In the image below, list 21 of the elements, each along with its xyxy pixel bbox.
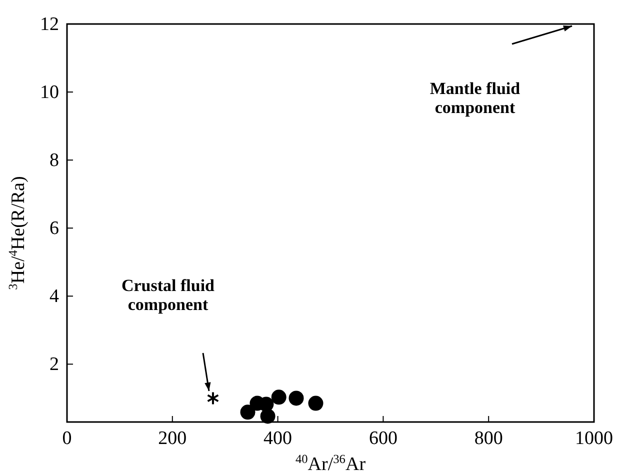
y-tick-label: 10 <box>40 82 59 104</box>
x-tick-label: 0 <box>62 428 72 449</box>
y-tick-label: 4 <box>50 286 60 308</box>
y-tick-label: 8 <box>50 150 59 172</box>
point <box>206 391 220 406</box>
x-tick-label: 400 <box>264 428 292 449</box>
point <box>260 408 276 424</box>
point <box>288 390 304 406</box>
point <box>271 390 286 405</box>
y-tick-label: 12 <box>40 14 59 35</box>
x-tick-label: 800 <box>474 428 503 449</box>
y-tick-label: 6 <box>50 218 59 240</box>
x-tick-label: 200 <box>158 428 187 449</box>
annotation: Mantle fluid component <box>430 79 521 117</box>
y-tick-label: 2 <box>50 354 59 376</box>
x-tick-label: 1000 <box>575 428 613 449</box>
x-axis-title: $^{40}$Ar/$^{36}$Ar <box>295 452 366 474</box>
point <box>240 404 256 420</box>
annotation: Crustal fluid component <box>121 276 216 314</box>
x-tick-label: 600 <box>368 428 398 449</box>
point <box>308 396 324 411</box>
